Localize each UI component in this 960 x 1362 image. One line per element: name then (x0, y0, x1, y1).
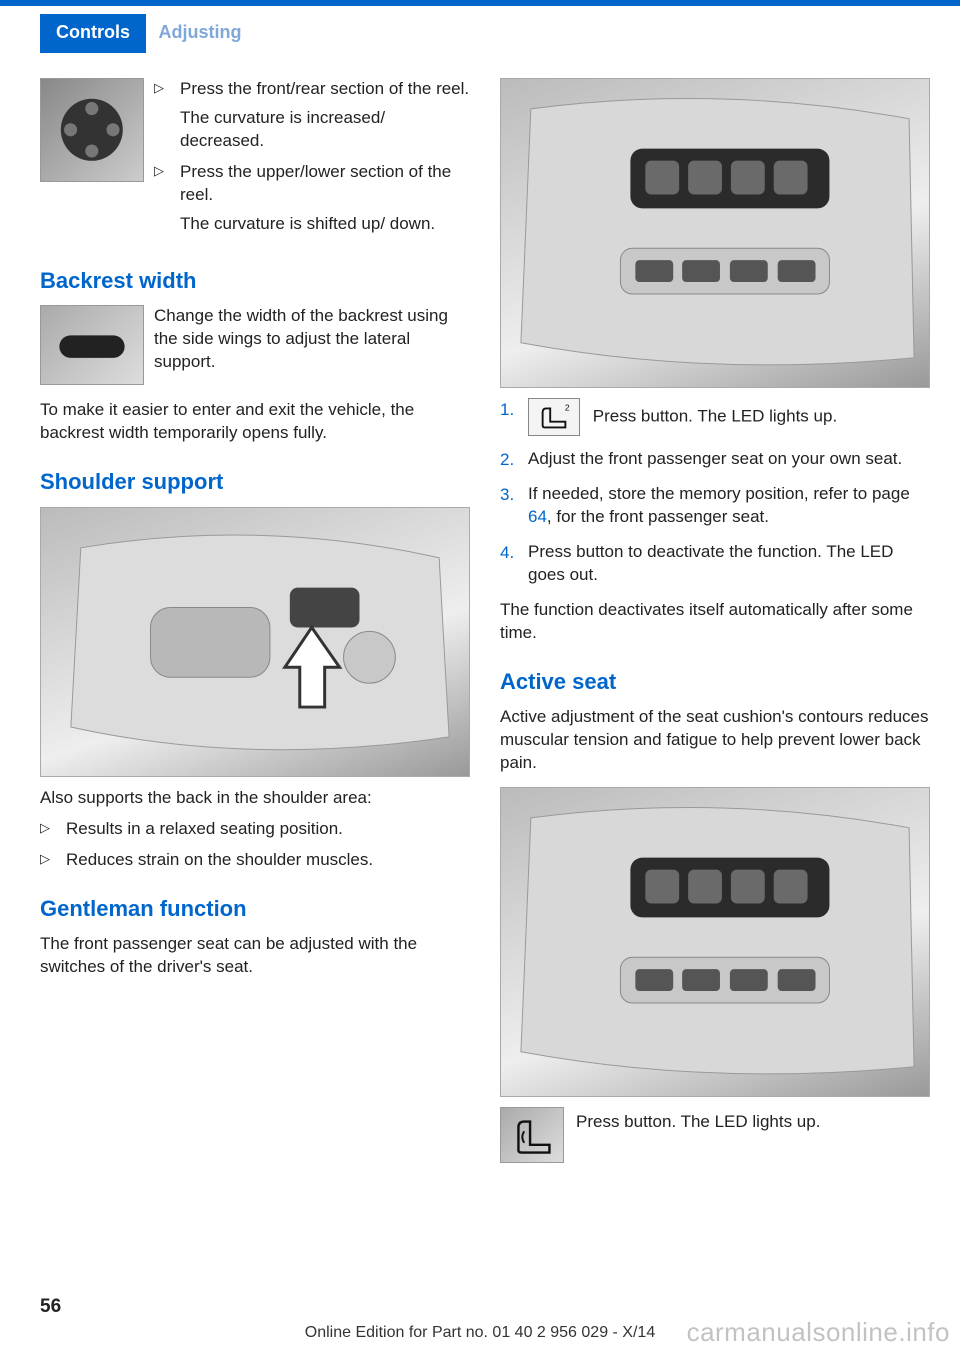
step-1-text: Press button. The LED lights up. (593, 406, 837, 425)
right-column: 1. 2 Press button. The LED lights up. 2.… (500, 78, 930, 1163)
shoulder-support-intro: Also supports the back in the shoulder a… (40, 787, 470, 810)
svg-text:2: 2 (565, 402, 570, 412)
reel-bullet-2: Press the upper/lower sec­tion of the re… (154, 161, 470, 236)
reel-bullet-1-line1: Press the front/rear section of the reel… (180, 79, 469, 98)
page-link-64[interactable]: 64 (528, 507, 547, 526)
header-tab-controls: Controls (40, 14, 146, 53)
header-sub-adjusting: Adjusting (146, 14, 253, 51)
active-seat-door-panel-figure (500, 787, 930, 1097)
step-4: 4. Press button to deactivate the functi… (500, 541, 930, 587)
reel-bullet-2-line2: The curvature is shifted up/ down. (180, 213, 470, 236)
step-3-text-b: , for the front passenger seat. (547, 507, 769, 526)
deactivate-note: The function deactivates itself automati… (500, 599, 930, 645)
gentleman-door-panel-figure (500, 78, 930, 388)
left-column: Press the front/rear section of the reel… (40, 78, 470, 1163)
active-seat-heading: Active seat (500, 667, 930, 697)
step-4-text: Press button to deactivate the function.… (528, 542, 893, 584)
shoulder-support-heading: Shoulder support (40, 467, 470, 497)
step-2: 2. Adjust the front passenger seat on yo… (500, 448, 930, 471)
active-seat-body: Active adjustment of the seat cushion's … (500, 706, 930, 775)
reel-bullet-1: Press the front/rear section of the reel… (154, 78, 470, 153)
watermark-text: carmanualsonline.info (687, 1317, 950, 1348)
step-1: 1. 2 Press button. The LED lights up. (500, 398, 930, 436)
page-body: Press the front/rear section of the reel… (0, 48, 960, 1163)
step-4-num: 4. (500, 542, 514, 565)
backrest-width-after: To make it easier to enter and exit the … (40, 399, 470, 445)
active-seat-button-block: Press button. The LED lights up. (500, 1107, 930, 1163)
shoulder-bullet-2: Reduces strain on the shoulder muscles. (40, 849, 470, 872)
step-3: 3. If needed, store the memory position,… (500, 483, 930, 529)
step-3-text-a: If needed, store the memory position, re… (528, 484, 910, 503)
page-header: Controls Adjusting (0, 0, 960, 48)
reel-bullet-1-line2: The curvature is increased/ decreased. (180, 107, 470, 153)
active-seat-button-text: Press button. The LED lights up. (500, 1107, 930, 1134)
reel-bullet-2-line1: Press the upper/lower sec­tion of the re… (180, 162, 451, 204)
gentleman-steps: 1. 2 Press button. The LED lights up. 2.… (500, 398, 930, 587)
step-1-num: 1. (500, 399, 514, 422)
page-number: 56 (40, 1296, 920, 1318)
step-2-num: 2. (500, 449, 514, 472)
gentleman-function-heading: Gentleman function (40, 894, 470, 924)
backrest-width-heading: Backrest width (40, 266, 470, 296)
shoulder-bullet-1: Results in a relaxed seating position. (40, 818, 470, 841)
reel-section: Press the front/rear section of the reel… (40, 78, 470, 244)
shoulder-support-figure (40, 507, 470, 777)
seat-2-icon: 2 (528, 398, 580, 436)
gentleman-function-body: The front passenger seat can be adjusted… (40, 933, 470, 979)
step-2-text: Adjust the front passenger seat on your … (528, 449, 902, 468)
reel-button-figure (40, 78, 144, 182)
active-seat-icon (500, 1107, 564, 1163)
backrest-width-block: Change the width of the back­rest using … (40, 305, 470, 385)
backrest-width-figure (40, 305, 144, 385)
step-3-num: 3. (500, 484, 514, 507)
